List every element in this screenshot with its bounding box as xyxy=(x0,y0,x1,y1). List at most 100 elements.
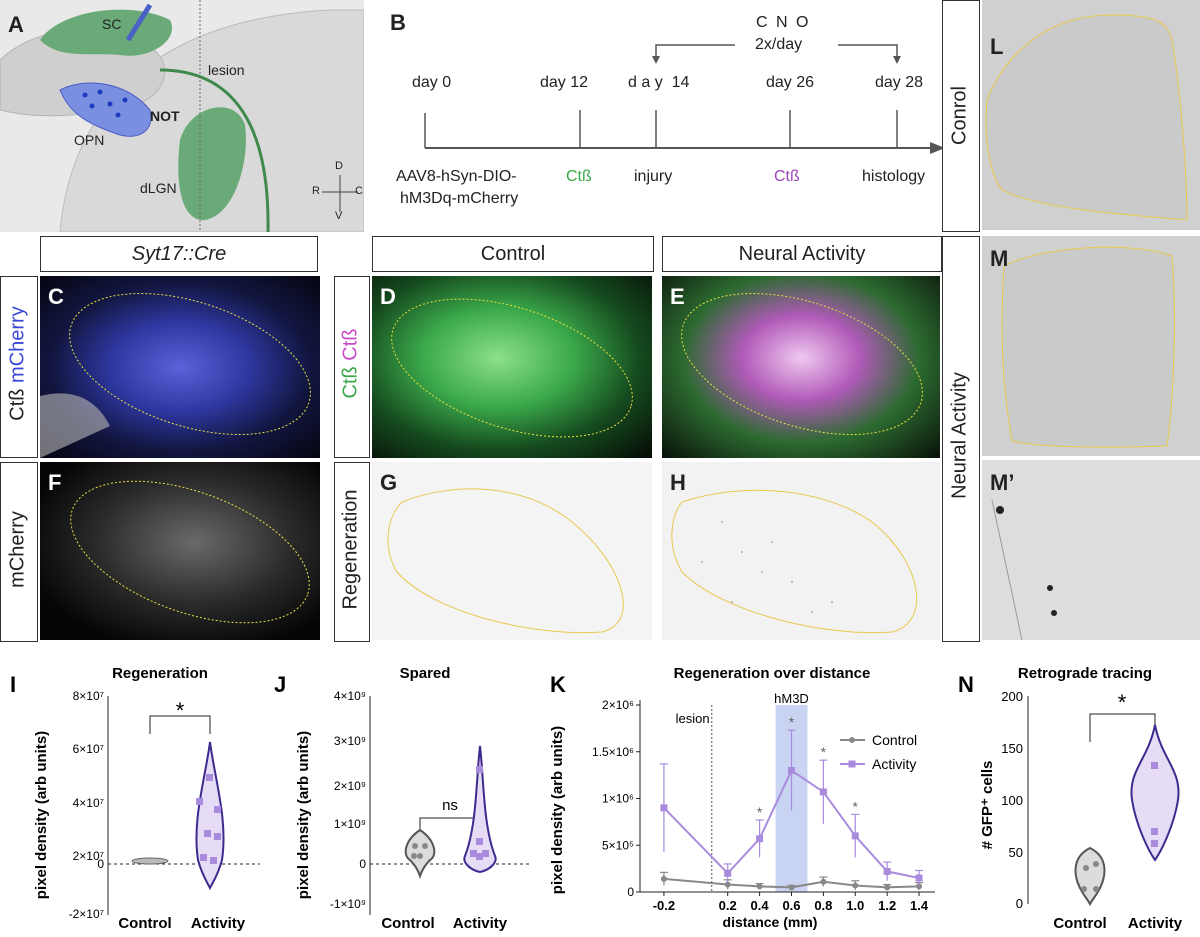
chart-i-significance: * xyxy=(176,698,185,723)
brain-schematic xyxy=(0,0,365,233)
chart-j-ytick: 3×10⁹ xyxy=(334,734,366,748)
micrograph-g: G xyxy=(372,462,652,640)
data-point xyxy=(852,882,859,889)
chart-n-title: Retrograde tracing xyxy=(1018,665,1152,682)
panel-label-n: N xyxy=(958,672,974,697)
header-syt17: Syt17::Cre xyxy=(40,236,318,272)
data-point xyxy=(884,884,891,891)
chart-i-ytick: 8×10⁷ xyxy=(73,689,104,703)
micrograph-m: M xyxy=(982,236,1200,456)
chart-j: J Spared pixel density (arb units) 4×10⁹… xyxy=(274,665,530,932)
lesion-label: lesion xyxy=(208,62,245,78)
not-region xyxy=(59,82,152,137)
micrograph-e: E xyxy=(662,276,940,458)
data-point xyxy=(724,881,731,888)
chart-n-ytick: 100 xyxy=(1001,793,1023,808)
panel-label-c: C xyxy=(48,284,64,309)
panel-label-i: I xyxy=(10,672,16,697)
day-26: day 26 xyxy=(766,74,815,91)
day-14: d a y 14 xyxy=(628,74,690,91)
significance-star: * xyxy=(821,744,827,760)
data-point xyxy=(915,874,923,882)
data-point xyxy=(916,883,923,890)
violin-activity xyxy=(1130,724,1180,862)
data-point xyxy=(204,830,211,837)
data-point xyxy=(206,774,213,781)
data-point xyxy=(787,766,795,774)
chart-k: K Regeneration over distance pixel densi… xyxy=(549,665,935,930)
event-ctb-green: Ctß xyxy=(566,168,592,185)
cno-frequency: 2x/day xyxy=(755,36,803,53)
chart-k-xtick: 1.2 xyxy=(878,898,896,913)
axis-c-label: C xyxy=(355,185,363,197)
side-label-ctb-magenta: Ctß xyxy=(339,328,362,361)
side-box-l xyxy=(942,0,980,232)
chart-k-ytick: 0 xyxy=(627,885,634,899)
chart-i-xcat: Control xyxy=(118,915,171,932)
panel-label-g: G xyxy=(380,470,398,495)
chart-j-significance: ns xyxy=(442,797,458,814)
data-point xyxy=(412,843,418,849)
data-point xyxy=(1081,886,1087,892)
data-point xyxy=(819,788,827,796)
data-point xyxy=(422,843,428,849)
chart-k-xtick: 0.6 xyxy=(782,898,800,913)
panel-a: A SC lesion OPN NOT dLGN D V R C xyxy=(0,0,365,233)
chart-k-ylabel: pixel density (arb units) xyxy=(549,726,566,894)
data-point xyxy=(1083,865,1089,871)
chart-j-ylabel: pixel density (arb units) xyxy=(295,731,312,899)
panel-label-l: L xyxy=(990,34,1004,59)
day-12: day 12 xyxy=(540,74,589,91)
chart-i-ytick: -2×10⁷ xyxy=(69,907,104,921)
violin-control xyxy=(1074,846,1106,907)
chart-j-xcat: Activity xyxy=(453,915,508,932)
chart-k-xtick: 1.0 xyxy=(846,898,864,913)
side-label-mcherry-blue: mCherry xyxy=(6,306,29,383)
micrograph-c: C xyxy=(40,276,320,458)
panel-label-j: J xyxy=(274,672,286,697)
chart-k-ytick: 1.5×10⁶ xyxy=(592,745,634,759)
chart-k-title: Regeneration over distance xyxy=(674,665,871,682)
chart-i-ylabel: pixel density (arb units) xyxy=(33,731,50,899)
data-point xyxy=(470,850,477,857)
data-point xyxy=(476,838,483,845)
chart-k-ytick: 2×10⁶ xyxy=(602,698,634,712)
chart-i-ytick: 0 xyxy=(97,857,104,871)
series-line-activity xyxy=(663,768,920,879)
side-label-regeneration: Regeneration xyxy=(339,489,362,610)
data-point xyxy=(660,875,667,882)
header-control: Control xyxy=(372,236,654,272)
event-histology: histology xyxy=(862,168,926,185)
data-point xyxy=(883,867,891,875)
side-label-ctb-mcherry: Ctß mCherry xyxy=(7,294,30,434)
opn-label: OPN xyxy=(74,132,105,148)
data-point xyxy=(476,766,483,773)
chart-k-xlabel: distance (mm) xyxy=(723,914,818,930)
dlgn-label: dLGN xyxy=(140,180,177,196)
data-point xyxy=(1151,840,1158,847)
timeline-graphic xyxy=(424,44,945,154)
data-point xyxy=(851,832,859,840)
chart-j-xcat: Control xyxy=(381,915,434,932)
panel-label-m-prime: M’ xyxy=(990,470,1015,495)
data-point xyxy=(1093,861,1099,867)
not-label: NOT xyxy=(150,108,180,124)
panel-label-d: D xyxy=(380,284,396,309)
lesion-label: lesion xyxy=(676,711,710,726)
data-point xyxy=(756,835,764,843)
chart-n-significance: * xyxy=(1118,690,1127,715)
legend-marker xyxy=(848,760,856,768)
data-point xyxy=(417,853,423,859)
significance-star: * xyxy=(853,798,859,814)
series-line-control xyxy=(663,877,920,889)
chart-n: N Retrograde tracing # GFP⁺ cells 200 15… xyxy=(958,665,1183,932)
side-label-ctb: Ctß xyxy=(6,388,29,421)
chart-i: I Regeneration pixel density (arb units)… xyxy=(10,665,260,932)
axis-r-label: R xyxy=(312,185,320,197)
sc-label: SC xyxy=(102,16,122,32)
event-injury: injury xyxy=(634,168,673,185)
chart-n-ytick: 150 xyxy=(1001,741,1023,756)
event-aav-2: hM3Dq-mCherry xyxy=(400,190,519,207)
data-point xyxy=(196,798,203,805)
day-28: day 28 xyxy=(875,74,924,91)
